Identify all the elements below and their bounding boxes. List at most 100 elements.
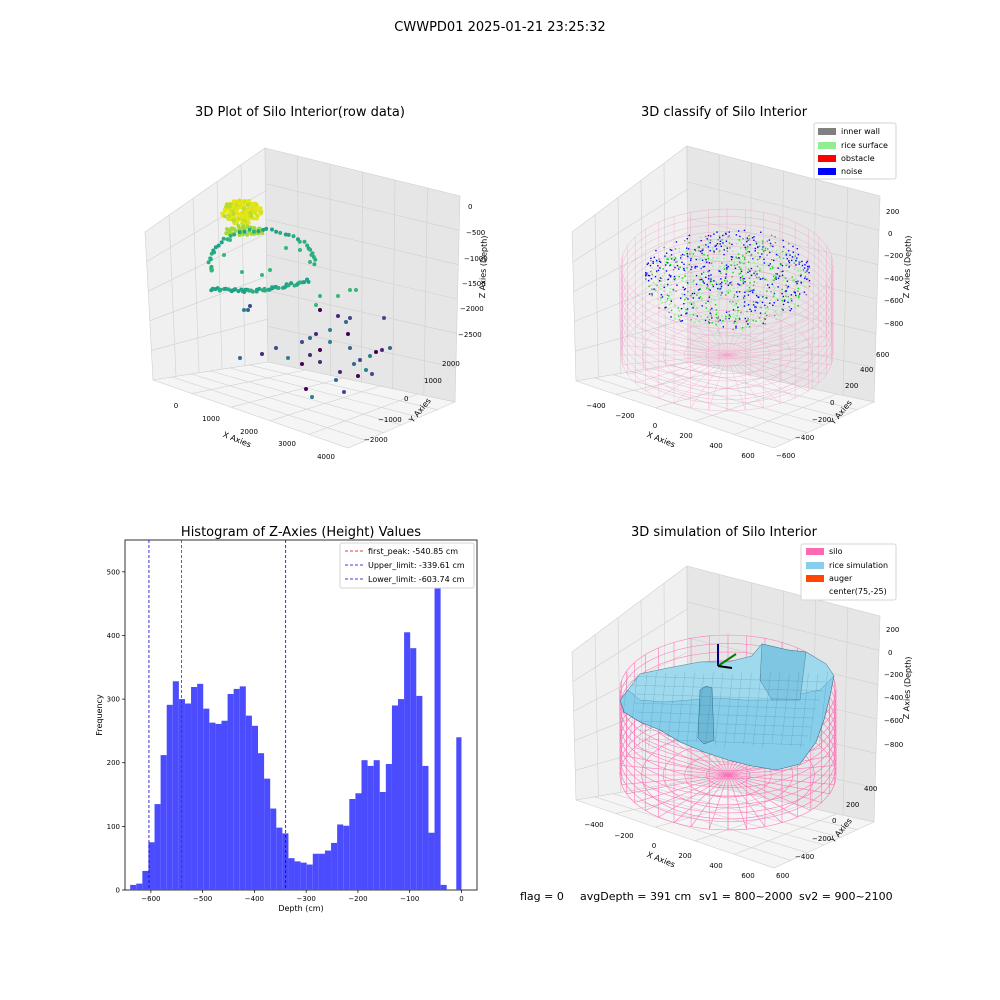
cls-point	[775, 276, 777, 278]
cls-point	[707, 234, 710, 237]
cls-point	[670, 275, 672, 277]
hist-xtick-label: 0	[459, 895, 463, 903]
cls-point	[664, 307, 666, 309]
hist-ytick-label: 200	[107, 759, 120, 767]
cls-point	[791, 300, 793, 302]
cls-point	[781, 300, 783, 302]
cls-point	[755, 320, 757, 322]
cls-point	[682, 253, 684, 256]
legend-label: noise	[841, 167, 862, 176]
cls-point	[741, 327, 744, 329]
cls-point	[676, 264, 679, 267]
cls-point	[719, 288, 721, 290]
cls-point	[733, 264, 736, 267]
cls-point	[734, 304, 736, 307]
raw-point	[308, 247, 313, 252]
cls-point	[692, 283, 694, 285]
cls-xtick: 0	[653, 422, 657, 430]
raw-point	[302, 239, 307, 244]
cls-point	[674, 305, 676, 307]
cls-point	[670, 309, 673, 312]
cls-point	[735, 325, 737, 328]
cls-point	[715, 312, 718, 314]
cls-point	[788, 306, 791, 308]
cls-point	[798, 293, 801, 295]
cls-point	[684, 298, 686, 301]
cls-point	[759, 300, 761, 302]
raw-ytick: 2000	[442, 360, 460, 368]
cls-point	[729, 236, 732, 239]
hist-bar	[422, 765, 429, 890]
cls-point	[752, 301, 755, 303]
cls-point	[645, 274, 647, 277]
cls-point	[706, 261, 708, 263]
cls-point	[705, 288, 708, 290]
cls-point	[764, 312, 767, 314]
cls-point	[707, 285, 709, 287]
cls-point	[792, 251, 794, 253]
raw-point	[310, 395, 314, 399]
cls-point	[730, 258, 733, 261]
cls-point	[703, 282, 706, 284]
cls-point	[669, 297, 671, 299]
cls-point	[781, 288, 783, 291]
cls-point	[728, 231, 730, 233]
cls-point	[747, 317, 749, 320]
legend-label: silo	[829, 547, 843, 556]
raw-xtick: 1000	[202, 415, 220, 423]
cls-point	[744, 266, 747, 268]
cls-point	[683, 269, 685, 271]
cls-point	[754, 307, 757, 309]
cls-point	[709, 308, 712, 311]
cls-point	[657, 269, 660, 272]
cls-point	[772, 304, 774, 307]
hist-bar	[221, 720, 228, 890]
hist-bar	[154, 804, 161, 890]
cls-point	[699, 236, 702, 239]
cls-point	[748, 277, 751, 279]
raw-point	[216, 243, 221, 248]
cls-point	[692, 280, 695, 282]
legend-label: obstacle	[841, 154, 875, 163]
cls-point	[746, 240, 748, 243]
cls-point	[675, 241, 678, 243]
cls-point	[790, 308, 793, 310]
cls-point	[742, 313, 744, 315]
cls-point	[758, 276, 760, 279]
cls-point	[735, 234, 738, 236]
cls-point	[668, 303, 671, 306]
cls-point	[717, 312, 719, 314]
cls-point	[806, 278, 808, 280]
legend-label: auger	[829, 574, 853, 583]
cls-point	[708, 318, 711, 321]
cls-point	[671, 258, 673, 261]
cls-point	[690, 303, 693, 305]
cls-point	[786, 280, 789, 282]
cls-point	[759, 312, 762, 314]
raw-point	[269, 227, 274, 232]
raw-point	[210, 268, 214, 272]
cls-point	[688, 275, 691, 278]
cls-point	[673, 259, 676, 261]
cls-point	[769, 268, 772, 270]
cls-point	[699, 288, 701, 291]
cls-point	[740, 242, 743, 244]
cls-point	[746, 316, 749, 319]
cls-point	[710, 278, 712, 280]
cls-point	[766, 295, 768, 298]
cls-point	[793, 288, 796, 291]
raw-point	[220, 211, 225, 216]
hist-bar	[434, 562, 441, 890]
cls-point	[773, 279, 775, 282]
cls-point	[708, 275, 710, 277]
cls-point	[706, 238, 708, 240]
cls-point	[803, 267, 806, 269]
raw-point	[245, 202, 250, 207]
cls-point	[663, 284, 665, 286]
cls-point	[735, 321, 738, 324]
cls-point	[756, 258, 759, 261]
cls-point	[712, 246, 714, 249]
cls-point	[702, 281, 704, 283]
hist-bar	[233, 688, 240, 890]
cls-point	[781, 264, 784, 267]
